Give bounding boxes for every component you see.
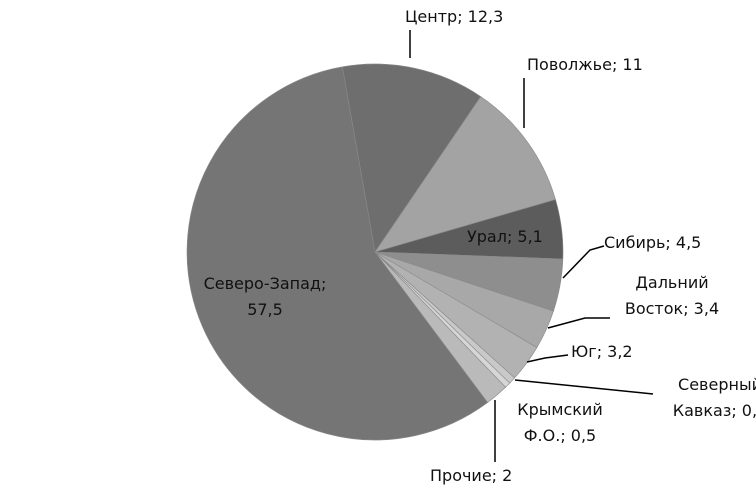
value-label: ; 57,5: [247, 274, 327, 319]
category-label: Поволжье: [527, 55, 612, 74]
pie-slice: [342, 63, 482, 253]
slice-label: Центр; 12,3: [405, 4, 605, 30]
slice-label: Дальний Восток; 3,4: [612, 270, 732, 322]
slice-label: Юг; 3,2: [571, 339, 671, 365]
value-label: ; 0,6: [731, 401, 756, 420]
leader-line: [526, 354, 569, 363]
category-label: Прочие: [430, 466, 492, 485]
slice-label: Урал; 5,1: [467, 224, 587, 250]
value-label: ; 11: [611, 55, 643, 74]
value-label: ; 3,2: [596, 342, 633, 361]
category-label: Урал: [467, 227, 507, 246]
value-label: ; 2: [491, 466, 513, 485]
value-label: ; 12,3: [457, 7, 504, 26]
value-label: ; 4,5: [665, 233, 702, 252]
value-label: ; 0,5: [560, 426, 597, 445]
leader-line: [562, 245, 605, 279]
leader-line: [514, 379, 654, 395]
slice-label: Прочие; 2: [430, 463, 580, 489]
pie-slice: [374, 96, 556, 253]
slice-label: Крымский Ф.О.; 0,5: [510, 397, 610, 449]
value-label: ; 5,1: [506, 227, 543, 246]
category-label: Центр: [405, 7, 458, 26]
category-label: Северный Кавказ: [672, 375, 756, 420]
category-label: Дальний Восток: [624, 273, 709, 318]
category-label: Северо-Запад: [203, 274, 321, 293]
slice-label: Северо-Запад; 57,5: [195, 271, 335, 323]
pie-slice: [186, 66, 489, 441]
leader-line: [547, 317, 610, 329]
value-label: ; 3,4: [683, 299, 720, 318]
category-label: Сибирь: [604, 233, 666, 252]
category-label: Юг: [571, 342, 597, 361]
slice-label: Поволжье; 11: [527, 52, 727, 78]
slice-label: Северный Кавказ; 0,6: [650, 372, 756, 424]
category-label: Крымский Ф.О.: [517, 400, 603, 445]
slice-label: Сибирь; 4,5: [604, 230, 754, 256]
